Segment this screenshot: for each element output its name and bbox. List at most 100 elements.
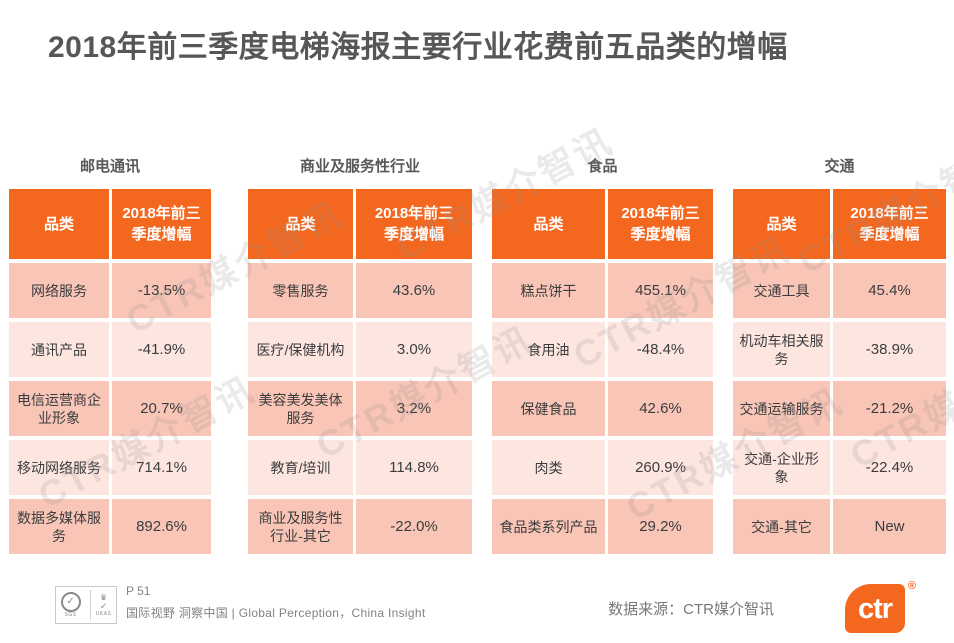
category-cell: 交通运输服务 [733, 381, 830, 437]
column-header-category: 品类 [492, 189, 605, 260]
growth-cell: 3.2% [356, 381, 472, 437]
category-cell: 零售服务 [248, 263, 353, 319]
growth-cell: -21.2% [833, 381, 946, 437]
table-row: 食用油 -48.4% [492, 322, 713, 378]
category-cell: 商业及服务性行业-其它 [248, 499, 353, 555]
table-row: 商业及服务性行业-其它 -22.0% [248, 499, 472, 555]
table-row: 糕点饼干 455.1% [492, 263, 713, 319]
category-cell: 交通-其它 [733, 499, 830, 555]
table-row: 保健食品 42.6% [492, 381, 713, 437]
category-cell: 交通-企业形象 [733, 440, 830, 496]
table-row: 医疗/保健机构 3.0% [248, 322, 472, 378]
growth-cell: 3.0% [356, 322, 472, 378]
category-cell: 电信运营商企业形象 [9, 381, 109, 437]
growth-cell: 45.4% [833, 263, 946, 319]
table-body: 网络服务 -13.5% 通讯产品 -41.9% 电信运营商企业形象 20.7% 移动网络服务… [9, 263, 211, 555]
table-header-row: 品类 2018年前三季度增幅 [492, 189, 713, 260]
table-header-row: 品类 2018年前三季度增幅 [733, 189, 946, 260]
group-title: 商业及服务性行业 [299, 158, 420, 176]
table-row: 机动车相关服务 -38.9% [733, 322, 946, 378]
ukas-cert-icon: ♛ ✓ UKAS [89, 590, 112, 620]
category-cell: 移动网络服务 [9, 440, 109, 496]
category-cell: 网络服务 [9, 263, 109, 319]
table-row: 交通工具 45.4% [733, 263, 946, 319]
table-row: 电信运营商企业形象 20.7% [9, 381, 211, 437]
table-row: 网络服务 -13.5% [9, 263, 211, 319]
table-body: 零售服务 43.6% 医疗/保健机构 3.0% 美容美发美体服务 3.2% 教育/培训 114… [248, 263, 472, 555]
category-cell: 食品类系列产品 [492, 499, 605, 555]
category-cell: 交通工具 [733, 263, 830, 319]
page-title: 2018年前三季度电梯海报主要行业花费前五品类的增幅 [48, 31, 788, 65]
industry-group-postal-telecom: 邮电通讯 品类 2018年前三季度增幅 网络服务 -13.5% 通讯产品 -41.9%… [9, 146, 211, 558]
category-cell: 数据多媒体服务 [9, 499, 109, 555]
growth-cell: -22.0% [356, 499, 472, 555]
table-row: 通讯产品 -41.9% [9, 322, 211, 378]
category-cell: 美容美发美体服务 [248, 381, 353, 437]
category-cell: 机动车相关服务 [733, 322, 830, 378]
growth-cell: 42.6% [608, 381, 713, 437]
growth-cell: -48.4% [608, 322, 713, 378]
table-row: 交通-企业形象 -22.4% [733, 440, 946, 496]
ctr-logo-icon: ctr [845, 584, 905, 633]
column-header-growth: 2018年前三季度增幅 [608, 189, 713, 260]
data-source-note: 数据来源：CTR媒介智讯 [608, 601, 774, 618]
page-number: P 51 [126, 584, 151, 598]
table-header-row: 品类 2018年前三季度增幅 [248, 189, 472, 260]
group-title: 邮电通讯 [79, 158, 140, 176]
group-title: 交通 [824, 158, 855, 176]
growth-cell: 20.7% [112, 381, 211, 437]
table-row: 数据多媒体服务 892.6% [9, 499, 211, 555]
table-row: 交通-其它 New [733, 499, 946, 555]
table-row: 美容美发美体服务 3.2% [248, 381, 472, 437]
category-cell: 通讯产品 [9, 322, 109, 378]
industry-group-commerce-services: 商业及服务性行业 品类 2018年前三季度增幅 零售服务 43.6% 医疗/保健机构… [248, 146, 472, 558]
growth-cell: -38.9% [833, 322, 946, 378]
table-row: 肉类 260.9% [492, 440, 713, 496]
company-tagline: 国际视野 洞察中国 | Global Perception，China Insi… [126, 606, 426, 620]
industry-group-food: 食品 品类 2018年前三季度增幅 糕点饼干 455.1% 食用油 -48.4% 保健食… [492, 146, 713, 558]
growth-cell: 714.1% [112, 440, 211, 496]
column-header-growth: 2018年前三季度增幅 [112, 189, 211, 260]
column-header-category: 品类 [248, 189, 353, 260]
growth-cell: -13.5% [112, 263, 211, 319]
growth-cell: -41.9% [112, 322, 211, 378]
table-body: 交通工具 45.4% 机动车相关服务 -38.9% 交通运输服务 -21.2% 交通-企业形… [733, 263, 946, 555]
growth-cell: 455.1% [608, 263, 713, 319]
table-header-row: 品类 2018年前三季度增幅 [9, 189, 211, 260]
certification-logos: ✓ SGS ♛ ✓ UKAS [55, 586, 117, 624]
footer: ✓ SGS ♛ ✓ UKAS P 51 国际视野 洞察中国 | Global P… [0, 580, 954, 640]
table-row: 教育/培训 114.8% [248, 440, 472, 496]
sgs-cert-icon: ✓ SGS [60, 592, 81, 618]
table-row: 食品类系列产品 29.2% [492, 499, 713, 555]
growth-cell: 892.6% [112, 499, 211, 555]
category-cell: 教育/培训 [248, 440, 353, 496]
column-header-category: 品类 [9, 189, 109, 260]
industry-group-transport: 交通 品类 2018年前三季度增幅 交通工具 45.4% 机动车相关服务 -38.9%… [733, 146, 946, 558]
growth-cell: New [833, 499, 946, 555]
data-table: 品类 2018年前三季度增幅 零售服务 43.6% 医疗/保健机构 3.0% 美容美发美… [248, 189, 472, 555]
tables-area: 邮电通讯 品类 2018年前三季度增幅 网络服务 -13.5% 通讯产品 -41.9%… [0, 146, 954, 555]
data-table: 品类 2018年前三季度增幅 糕点饼干 455.1% 食用油 -48.4% 保健食品 42… [492, 189, 713, 555]
category-cell: 食用油 [492, 322, 605, 378]
growth-cell: 29.2% [608, 499, 713, 555]
column-header-growth: 2018年前三季度增幅 [356, 189, 472, 260]
table-row: 移动网络服务 714.1% [9, 440, 211, 496]
column-header-growth: 2018年前三季度增幅 [833, 189, 946, 260]
registered-trademark-icon: ® [907, 580, 916, 592]
table-row: 交通运输服务 -21.2% [733, 381, 946, 437]
growth-cell: 114.8% [356, 440, 472, 496]
growth-cell: -22.4% [833, 440, 946, 496]
data-table: 品类 2018年前三季度增幅 网络服务 -13.5% 通讯产品 -41.9% 电信运营商… [9, 189, 211, 555]
category-cell: 医疗/保健机构 [248, 322, 353, 378]
growth-cell: 260.9% [608, 440, 713, 496]
column-header-category: 品类 [733, 189, 830, 260]
table-body: 糕点饼干 455.1% 食用油 -48.4% 保健食品 42.6% 肉类 260.9% 食品类系… [492, 263, 713, 555]
category-cell: 糕点饼干 [492, 263, 605, 319]
table-row: 零售服务 43.6% [248, 263, 472, 319]
category-cell: 保健食品 [492, 381, 605, 437]
category-cell: 肉类 [492, 440, 605, 496]
growth-cell: 43.6% [356, 263, 472, 319]
group-title: 食品 [587, 158, 618, 176]
data-table: 品类 2018年前三季度增幅 交通工具 45.4% 机动车相关服务 -38.9% 交通运… [733, 189, 946, 555]
